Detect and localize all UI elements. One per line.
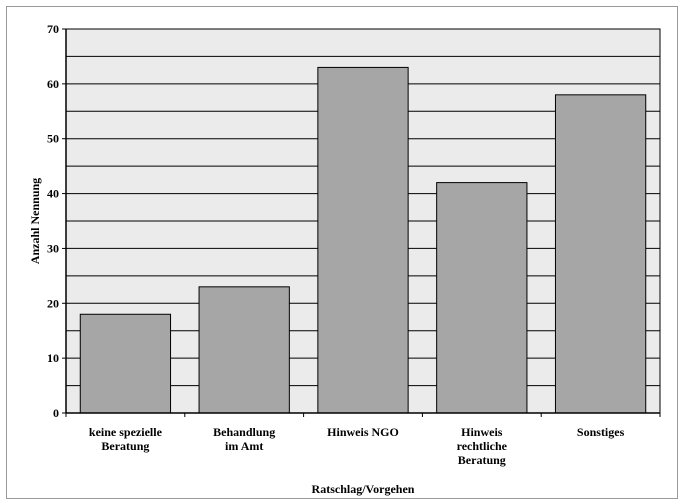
x-axis-label: Ratschlag/Vorgehen: [312, 482, 415, 496]
bar: [198, 286, 290, 414]
y-tick-label: 50: [47, 132, 59, 146]
y-tick-label: 70: [47, 22, 59, 36]
y-tick-label: 0: [53, 406, 59, 420]
x-tick-label: Sonstiges: [577, 425, 625, 439]
bar: [554, 94, 647, 414]
y-tick-label: 40: [47, 187, 59, 201]
y-tick-labels: 0 10 20 30 40 50 60 70: [47, 22, 66, 420]
bar: [317, 66, 409, 414]
bar: [79, 313, 172, 414]
y-tick-label: 30: [47, 241, 59, 255]
x-tick-label: keine spezielle Beratung: [89, 425, 163, 453]
y-tick-label: 20: [47, 296, 59, 310]
y-tick-label: 60: [47, 77, 59, 91]
x-tick-labels: keine spezielle Beratung Behandlung im Amt H…: [65, 413, 661, 467]
y-tick-label: 10: [47, 351, 59, 365]
x-tick-label: Hinweis rechtliche Beratung: [457, 425, 508, 467]
axes: [65, 28, 661, 414]
bar: [436, 182, 528, 414]
bars: [79, 66, 647, 414]
x-tick-label: Behandlung im Amt: [213, 425, 275, 453]
y-axis-label: Anzahl Nennung: [28, 178, 42, 264]
x-tick-label: Hinweis NGO: [327, 425, 399, 439]
